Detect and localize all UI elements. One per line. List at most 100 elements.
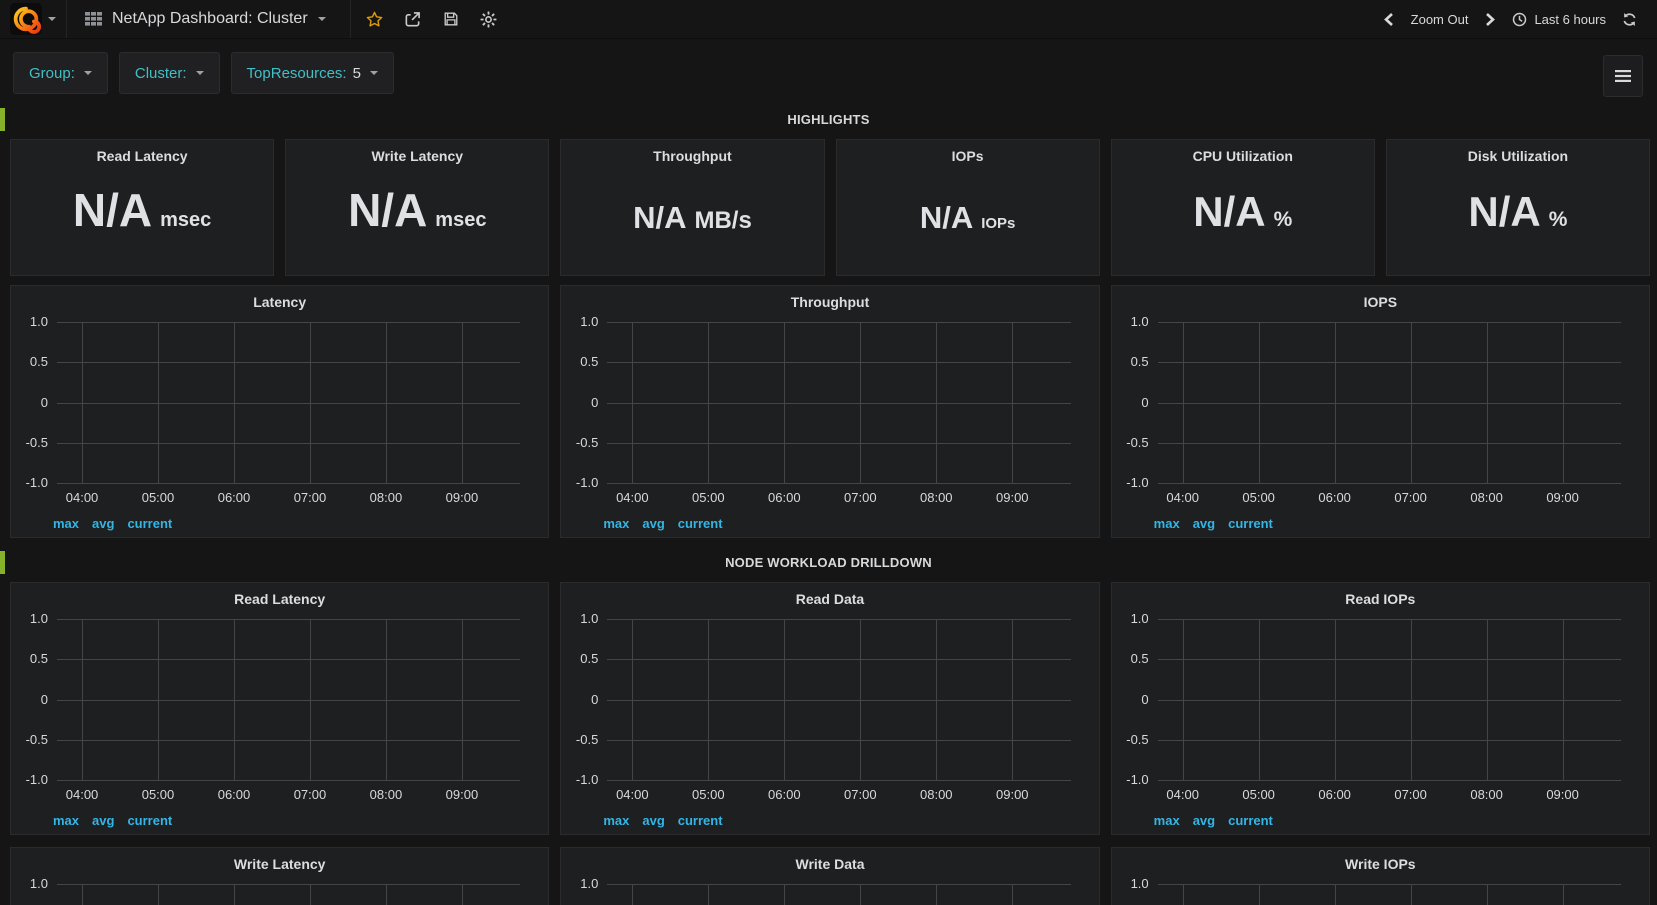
- y-axis-label: 1.0: [580, 876, 599, 891]
- legend-item-current[interactable]: current: [1228, 516, 1273, 531]
- panel-menu-button[interactable]: [1603, 55, 1643, 97]
- chart-panel-title[interactable]: Write Latency: [233, 856, 326, 872]
- legend-item-max[interactable]: max: [53, 813, 80, 828]
- variable-dropdown-cluster[interactable]: Cluster:: [118, 52, 220, 94]
- legend-item-avg[interactable]: avg: [642, 813, 665, 828]
- chart-panel-title[interactable]: Latency: [253, 294, 307, 310]
- chevron-down-icon: [195, 71, 204, 75]
- gridline-vertical: [461, 322, 463, 484]
- variable-value: 5: [352, 64, 361, 82]
- x-axis-label: 04:00: [65, 787, 99, 802]
- y-axis-label: -1.0: [25, 772, 48, 787]
- y-axis-label: -0.5: [25, 434, 48, 450]
- share-button[interactable]: [397, 0, 429, 38]
- legend-item-max[interactable]: max: [1153, 813, 1180, 828]
- gridline-vertical: [158, 619, 159, 781]
- dashboard-title-section[interactable]: NetApp Dashboard: Cluster: [67, 0, 351, 38]
- time-shift-forward-button[interactable]: [1481, 0, 1499, 38]
- gridline-vertical: [1410, 619, 1412, 781]
- variable-label: TopResources:: [246, 64, 347, 82]
- stat-unit: msec: [435, 209, 487, 231]
- save-button[interactable]: [435, 0, 467, 38]
- gridline-horizontal: [1157, 780, 1621, 781]
- legend-item-max[interactable]: max: [1153, 516, 1180, 531]
- x-axis-label: 09:00: [1546, 490, 1579, 505]
- legend-item-avg[interactable]: avg: [642, 516, 665, 531]
- gridline-vertical: [708, 619, 710, 781]
- chart-plot: 1.00.50-0.5-1.004:0005:0006:0007:0008:00…: [1131, 876, 1621, 905]
- chart-panel-title[interactable]: Read Data: [795, 591, 865, 607]
- stat-panel-title[interactable]: CPU Utilization: [1192, 148, 1293, 164]
- y-axis-label: 1.0: [580, 611, 599, 626]
- legend-item-current[interactable]: current: [127, 516, 173, 531]
- gridline-vertical: [632, 619, 634, 781]
- star-button[interactable]: [359, 0, 391, 38]
- gridline-vertical: [385, 884, 387, 905]
- dashboard-title[interactable]: NetApp Dashboard: Cluster: [112, 10, 308, 27]
- gridline-vertical: [385, 619, 387, 781]
- chevron-down-icon: [369, 71, 378, 75]
- chart-legend: max avg current: [53, 813, 172, 828]
- time-shift-back-button[interactable]: [1380, 0, 1398, 38]
- gridline-horizontal: [57, 402, 521, 404]
- chart-panel-title[interactable]: Write IOPs: [1345, 856, 1416, 872]
- row-header-highlights[interactable]: HIGHLIGHTS: [0, 106, 1657, 133]
- legend-item-avg[interactable]: avg: [92, 813, 115, 828]
- gridline-vertical: [385, 322, 387, 484]
- stat-panel-title[interactable]: Write Latency: [371, 148, 464, 164]
- x-axis-label: 08:00: [1470, 490, 1503, 505]
- x-axis-label: 06:00: [217, 787, 251, 802]
- row-header-node-workload-drilldown[interactable]: NODE WORKLOAD DRILLDOWN: [0, 549, 1657, 576]
- y-axis-label: 1.0: [1130, 611, 1149, 626]
- stat-panel-title[interactable]: Throughput: [653, 148, 732, 164]
- legend-item-avg[interactable]: avg: [1192, 813, 1216, 828]
- legend-item-current[interactable]: current: [677, 516, 723, 531]
- gridline-vertical: [1012, 619, 1014, 781]
- stat-panel-title[interactable]: Read Latency: [96, 148, 188, 164]
- gridline-vertical: [860, 619, 862, 781]
- y-axis-label: -0.5: [1126, 731, 1149, 747]
- variable-dropdown-group[interactable]: Group:: [13, 52, 108, 94]
- navbar: NetApp Dashboard: Cluster: [0, 0, 1657, 39]
- legend-item-current[interactable]: current: [1228, 813, 1273, 828]
- gridline-vertical: [784, 619, 786, 781]
- x-axis-label: 05:00: [692, 490, 725, 505]
- chart-panel-read-data: Read Data 1.0 0.5 0 -0.5 -1.0 04:00 05:00 06:00 0…: [560, 582, 1100, 835]
- stat-panel-cpu-utilization: CPU Utilization N/A%: [1110, 139, 1375, 276]
- gridline-vertical: [309, 884, 311, 905]
- legend-item-avg[interactable]: avg: [92, 516, 115, 531]
- x-axis-label: 09:00: [445, 787, 479, 802]
- y-axis-label: 0.5: [580, 651, 599, 667]
- legend-item-max[interactable]: max: [603, 516, 630, 531]
- stat-value: N/A: [348, 184, 428, 236]
- clock-icon: [1513, 12, 1527, 26]
- gridline-horizontal: [1157, 619, 1621, 620]
- gridline-horizontal: [607, 659, 1071, 661]
- grafana-menu-button[interactable]: [0, 0, 67, 38]
- legend-item-max[interactable]: max: [53, 516, 80, 531]
- chart-panel-title[interactable]: Write Data: [795, 856, 865, 872]
- legend-item-current[interactable]: current: [677, 813, 723, 828]
- x-axis-label: 08:00: [920, 490, 953, 505]
- refresh-button[interactable]: [1619, 0, 1639, 38]
- stat-panel-title[interactable]: Disk Utilization: [1467, 148, 1569, 164]
- chart-panel-title[interactable]: Throughput: [790, 294, 870, 310]
- chart-panel-title[interactable]: Read IOPs: [1345, 591, 1416, 607]
- gridline-vertical: [1562, 884, 1564, 905]
- time-range-picker[interactable]: Last 6 hours: [1512, 12, 1606, 27]
- time-range-label: Last 6 hours: [1534, 11, 1606, 27]
- y-axis-label: -1.0: [1126, 475, 1149, 490]
- zoom-out-button[interactable]: Zoom Out: [1410, 11, 1469, 27]
- highlights-stats-row: Read Latency N/A msec Write Latency N/A msec T…: [10, 139, 1651, 276]
- chart-panel-title[interactable]: Read Latency: [234, 591, 326, 607]
- settings-button[interactable]: [473, 0, 505, 38]
- stat-panel-title[interactable]: IOPs: [951, 148, 984, 164]
- variable-dropdown-topresources[interactable]: TopResources: 5: [230, 52, 394, 94]
- gridline-horizontal: [607, 780, 1071, 781]
- legend-item-max[interactable]: max: [603, 813, 630, 828]
- legend-item-avg[interactable]: avg: [1192, 516, 1216, 531]
- dashboards-grid-icon: [85, 12, 102, 26]
- legend-item-current[interactable]: current: [127, 813, 173, 828]
- chart-panel-title[interactable]: IOPS: [1363, 294, 1398, 310]
- y-axis-label: -0.5: [575, 731, 599, 747]
